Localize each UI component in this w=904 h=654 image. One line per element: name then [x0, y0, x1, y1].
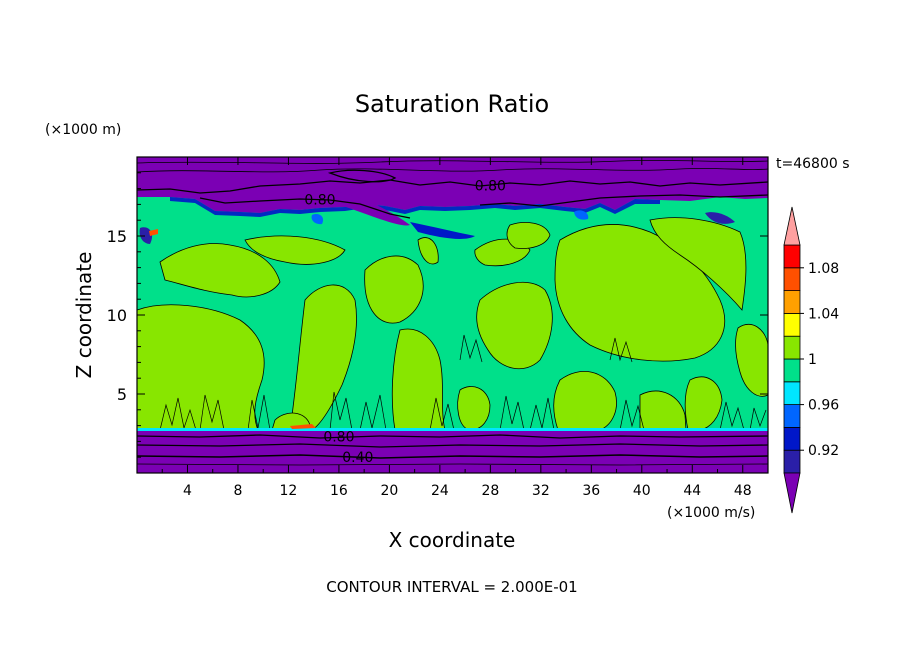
colorbar-label: 1.04: [808, 306, 839, 322]
y-tick-label: 5: [117, 385, 127, 404]
y-axis: 5 10 15: [107, 172, 768, 458]
x-tick-label: 4: [183, 483, 192, 499]
colorbar-label: 1: [808, 352, 817, 368]
colorbar-bin: [783, 290, 801, 314]
contour-label: 0.80: [475, 178, 506, 194]
x-axis: 4 8 12 16 20 24 28 32 36 40 44 48: [161, 157, 752, 499]
x-tick-label: 20: [380, 483, 398, 499]
x-tick-label: 36: [582, 483, 600, 499]
x-tick-label: 48: [734, 483, 752, 499]
contour-label: 0.80: [323, 430, 354, 446]
colorbar-bin: [783, 267, 801, 291]
x-axis-title: X coordinate: [389, 528, 516, 552]
x-unit-label: (×1000 m/s): [667, 505, 755, 521]
x-tick-label: 40: [633, 483, 651, 499]
colorbar-label: 0.96: [808, 398, 839, 414]
x-tick-label: 28: [481, 483, 499, 499]
cloud-base-wisps: [159, 334, 767, 431]
contour-lines: [137, 160, 768, 466]
colorbar-bin: [783, 312, 801, 337]
contour-labels: 0.80 0.80 0.80 0.40: [304, 178, 506, 466]
lower-dry-region: [137, 431, 768, 473]
plot-field: [137, 157, 768, 473]
x-tick-label: 16: [330, 483, 348, 499]
chart-title: Saturation Ratio: [355, 90, 549, 118]
time-label: t=46800 s: [776, 156, 850, 172]
colorbar-label: 1.08: [808, 261, 839, 277]
x-tick-label: 44: [683, 483, 701, 499]
upper-fringe-region: [170, 197, 660, 217]
y-tick-label: 10: [107, 306, 127, 325]
y-unit-label: (×1000 m): [45, 122, 121, 138]
contour-interval-footer: CONTOUR INTERVAL = 2.000E-01: [326, 578, 577, 596]
supersaturated-patches: [137, 217, 768, 431]
colorbar-bin: [783, 449, 801, 474]
x-tick-label: 32: [532, 483, 550, 499]
contour-label: 0.80: [304, 193, 335, 209]
colorbar-bin: [783, 404, 801, 428]
colorbar-bin: [783, 335, 801, 360]
x-tick-label: 8: [233, 483, 242, 499]
colorbar-bin: [783, 426, 801, 451]
colorbar-top-arrow: [783, 206, 801, 246]
x-tick-label: 12: [280, 483, 298, 499]
y-tick-label: 15: [107, 227, 127, 246]
y-axis-title: Z coordinate: [72, 252, 96, 379]
contour-label: 0.40: [342, 450, 373, 466]
x-tick-label: 24: [431, 483, 449, 499]
colorbar-bottom-arrow: [783, 472, 801, 514]
colorbar: 1.08 1.04 1 0.96 0.92: [783, 206, 839, 514]
colorbar-bin: [783, 244, 801, 269]
colorbar-label: 0.92: [808, 443, 839, 459]
colorbar-bin: [783, 358, 801, 383]
colorbar-bin: [783, 381, 801, 405]
